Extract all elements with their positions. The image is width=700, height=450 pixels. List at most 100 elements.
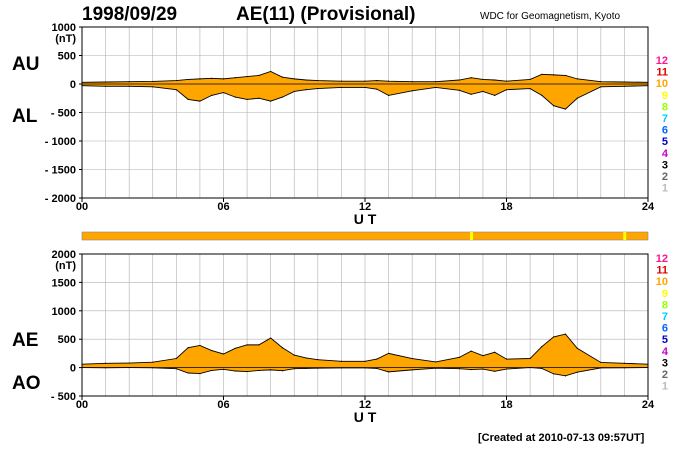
data-point-ae [376,358,378,360]
data-point-al [187,98,189,100]
data-point-ae [576,347,578,349]
data-point-al [387,94,390,96]
data-point-ae [564,333,567,335]
data-point-au [128,81,130,83]
data-point-ao [305,367,307,370]
data-point-ao [458,368,460,370]
data-point-au [470,77,472,79]
x-axis-title: U T [354,211,377,227]
data-point-au [305,79,307,81]
legend-level: 6 [662,323,668,335]
data-point-au [435,81,437,83]
index-label-lower: AO [12,373,41,394]
data-point-al [505,89,508,91]
data-point-ae [305,357,307,359]
data-point-al [529,87,531,90]
data-point-al [211,94,213,96]
data-point-ae [553,336,555,338]
data-point-au [270,70,272,73]
data-point-au [175,79,177,82]
data-point-ae [258,344,260,346]
data-point-al [281,96,284,98]
x-tick-label: 18 [500,201,512,213]
data-point-au [258,74,260,77]
data-point-ae [340,360,343,362]
x-axis-title: U T [354,409,377,425]
x-tick-label: 24 [642,399,655,411]
data-point-ae [128,362,130,364]
quality-bar [81,231,649,241]
data-point-ae [494,351,496,353]
x-tick-label: 18 [500,399,512,411]
series-line-ae [81,333,649,365]
data-point-al [234,96,236,98]
data-point-ao [246,370,248,373]
legend-level: 7 [662,311,668,323]
y-tick-label: 2000 [52,249,76,261]
legend-level: 2 [662,369,668,381]
data-point-ae [293,354,295,356]
data-point-au [600,81,602,83]
y-tick-label: - 2000 [45,193,76,205]
data-point-ao [564,375,567,377]
data-point-al [152,86,154,88]
quality-marker [469,232,473,240]
x-tick-label: 12 [359,399,371,411]
x-tick-label: 06 [217,201,229,213]
data-point-au [458,79,460,81]
data-point-ao [211,369,213,372]
data-source-label: WDC for Geomagnetism, Kyoto [480,11,621,22]
data-point-ao [187,372,189,374]
data-point-ae [246,344,248,346]
y-tick-label: 1000 [52,306,76,318]
data-point-ao [234,370,236,372]
data-point-al [222,91,225,94]
data-point-au [222,78,225,80]
data-point-ao [387,371,390,373]
data-point-ae [623,362,626,364]
data-point-al [482,90,484,93]
data-point-al [317,87,319,90]
data-point-ae [234,347,236,349]
data-point-ae [470,350,472,352]
data-point-au [387,80,390,82]
data-point-au [364,80,366,82]
series-area-au [82,71,648,84]
data-point-ae [104,362,107,364]
created-timestamp: [Created at 2010-07-13 09:57UT] [478,432,645,444]
y-tick-label: 1500 [52,277,76,289]
data-point-ae [458,356,460,358]
data-point-ae [281,347,284,349]
legend-level: 5 [662,334,668,346]
data-point-ao [270,369,272,371]
data-point-au [187,78,189,81]
legend-level: 7 [662,113,668,125]
legend-level: 12 [656,253,668,265]
data-point-ao [175,368,177,370]
data-point-ao [541,367,543,370]
legend-level: 9 [662,288,668,300]
data-point-au [529,78,531,81]
data-point-au [281,76,284,78]
data-point-ao [258,369,260,372]
legend-level: 9 [662,90,668,102]
y-unit-label: (nT) [55,260,76,272]
y-tick-label: 0 [70,79,76,91]
data-point-ao [281,370,284,372]
y-tick-label: - 500 [51,108,76,120]
data-point-ae [482,355,484,357]
data-point-al [270,100,272,102]
legend-level: 4 [662,148,669,160]
data-point-ae [541,345,543,348]
data-point-ae [600,361,602,364]
data-point-al [623,85,626,87]
data-point-au [211,77,213,79]
data-point-ae [364,360,366,362]
data-point-au [234,77,236,79]
data-point-au [293,78,295,80]
data-point-ae [199,344,201,347]
data-point-ae [529,357,531,360]
data-point-au [482,78,484,81]
data-point-al [553,105,555,107]
